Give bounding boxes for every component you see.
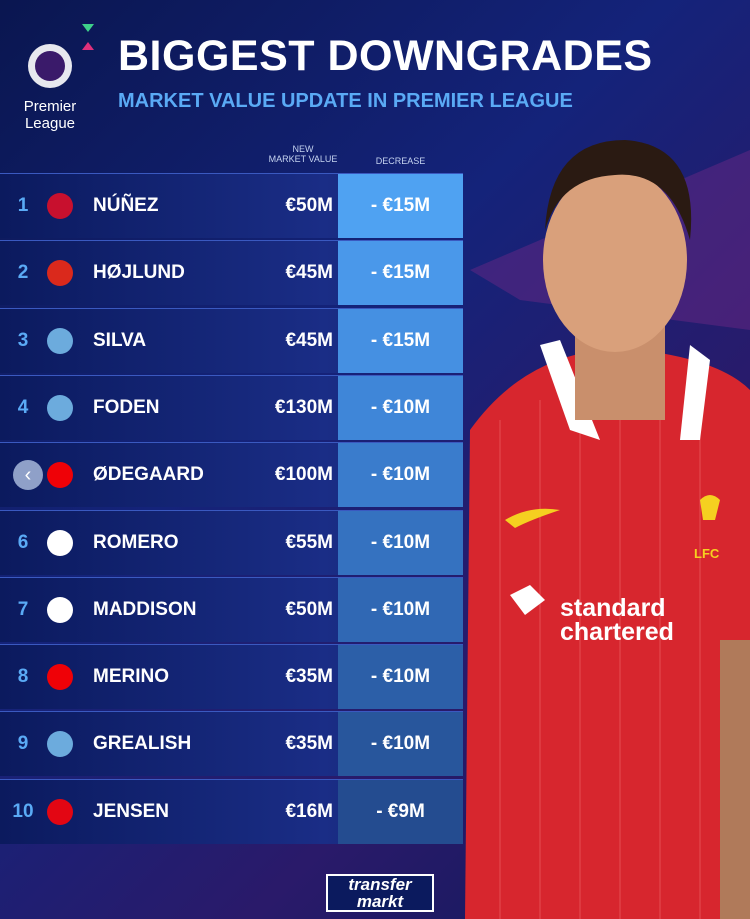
decrease: - €15M (338, 241, 463, 306)
club-crest (47, 327, 73, 354)
rank: 6 (17, 531, 29, 553)
club-crest (47, 529, 73, 556)
rank: 10 (12, 800, 34, 822)
table-row: 9 GREALISH €35M - €10M (0, 711, 463, 777)
club-crest (47, 462, 73, 489)
logo-line: League (24, 115, 76, 132)
logo-line: Premier (23, 98, 77, 115)
decrease: - €10M (338, 645, 463, 710)
rank: 7 (17, 598, 29, 620)
club-crest (47, 193, 73, 219)
player-name: HØJLUND (93, 262, 185, 284)
header-line: MARKET VALUE (268, 154, 338, 164)
subtitle: MARKET VALUE UPDATE IN PREMIER LEAGUE (118, 90, 573, 112)
back-button[interactable]: ‹ (13, 460, 43, 491)
header-line: NEW (292, 144, 314, 154)
table-row: 4 FODEN €130M - €10M (0, 374, 463, 440)
title: BIGGEST DOWNGRADES (118, 32, 653, 80)
player-name: GREALISH (93, 733, 192, 755)
shirt-sponsor: standard chartered (560, 594, 674, 646)
rank: 9 (17, 733, 29, 755)
market-value: €130M (274, 396, 333, 418)
market-value: €45M (285, 262, 333, 284)
market-value: €35M (285, 733, 333, 755)
market-value: €35M (285, 666, 333, 688)
club-crest (47, 798, 73, 825)
market-value: €45M (285, 329, 333, 351)
rank: 3 (17, 329, 29, 351)
player-name: JENSEN (93, 800, 170, 822)
player-name: ROMERO (93, 531, 179, 553)
decrease: - €15M (338, 308, 463, 373)
market-value: €100M (274, 464, 333, 486)
decrease: - €15M (338, 174, 463, 238)
market-value: €50M (285, 195, 333, 216)
sponsor-line: standard (560, 594, 666, 622)
table: 1 NÚÑEZ €50M - €15M 2 HØJLUND €45M - €15M 3 SILVA… (0, 173, 463, 848)
player-name: NÚÑEZ (93, 195, 159, 216)
club-crest (47, 260, 73, 287)
club-crest (47, 394, 73, 421)
table-row: 7 MADDISON €50M - €10M (0, 576, 463, 642)
decrease: - €10M (338, 510, 463, 575)
rank: 2 (17, 262, 29, 284)
brand-logo: transfer markt (326, 874, 434, 912)
brand-line: transfer (348, 875, 412, 894)
rank: 4 (17, 396, 29, 418)
decrease: - €10M (338, 443, 463, 508)
column-header: DECREASE (375, 156, 426, 166)
club-crest (47, 664, 73, 691)
table-row: 10 JENSEN €16M - €9M (0, 778, 463, 844)
player-name: FODEN (93, 396, 160, 418)
market-value: €50M (285, 598, 333, 620)
player-name: MADDISON (93, 598, 197, 620)
brand-line: markt (356, 892, 404, 911)
rank: 1 (17, 195, 29, 216)
player-name: ØDEGAARD (93, 464, 204, 486)
decrease: - €9M (338, 779, 463, 844)
table-row: 1 NÚÑEZ €50M - €15M (0, 173, 463, 238)
club-crest (47, 731, 73, 758)
rank: 8 (17, 666, 29, 688)
decrease: - €10M (338, 712, 463, 777)
league-logo-text: Premier League (14, 98, 86, 132)
decrease: - €10M (338, 577, 463, 642)
club-crest (47, 596, 73, 623)
player-name: MERINO (93, 666, 169, 688)
column-header: NEW MARKET VALUE (258, 144, 348, 164)
market-value: €16M (285, 800, 333, 822)
table-row: 3 SILVA €45M - €15M (0, 307, 463, 373)
player-name: SILVA (93, 329, 147, 351)
sponsor-line: chartered (560, 618, 674, 646)
shirt-crest: LFC (694, 546, 720, 561)
market-value: €55M (285, 531, 333, 553)
table-row: 8 MERINO €35M - €10M (0, 644, 463, 710)
table-row: 2 HØJLUND €45M - €15M (0, 240, 463, 306)
decrease: - €10M (338, 375, 463, 440)
table-row: 6 ROMERO €55M - €10M (0, 509, 463, 575)
table-row: ‹ ØDEGAARD €100M - €10M (0, 442, 463, 508)
